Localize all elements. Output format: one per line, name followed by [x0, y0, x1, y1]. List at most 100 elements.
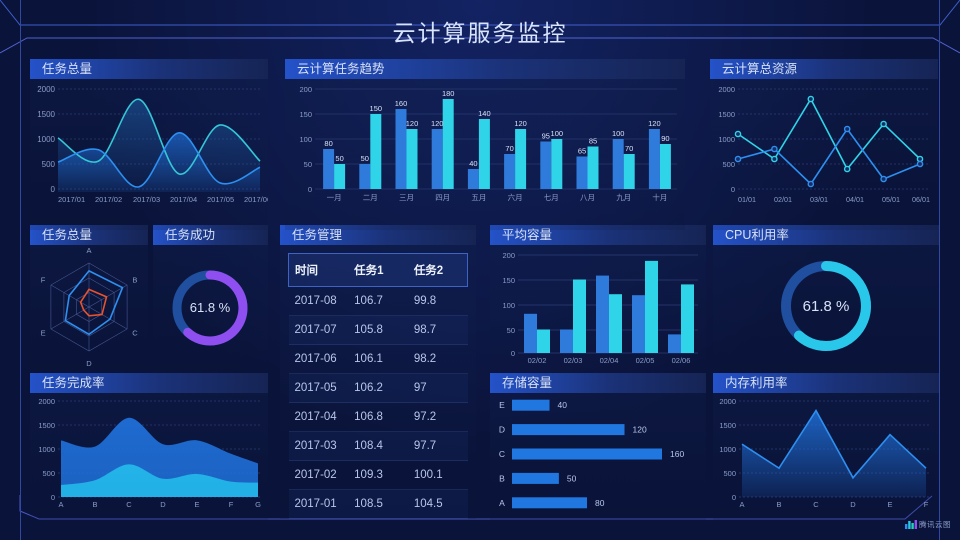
svg-text:A: A	[739, 500, 744, 509]
svg-text:A: A	[86, 246, 91, 255]
svg-text:2017/02: 2017/02	[95, 195, 122, 204]
svg-text:A: A	[58, 500, 63, 509]
svg-text:50: 50	[361, 154, 369, 163]
svg-text:40: 40	[469, 159, 477, 168]
svg-text:02/01: 02/01	[774, 195, 792, 204]
svg-text:2017/01: 2017/01	[58, 195, 85, 204]
svg-text:1000: 1000	[719, 445, 736, 454]
svg-text:E: E	[887, 500, 892, 509]
svg-text:120: 120	[514, 119, 527, 128]
svg-text:150: 150	[502, 276, 515, 285]
svg-text:0: 0	[731, 185, 735, 194]
svg-text:2017/03: 2017/03	[133, 195, 160, 204]
svg-text:100: 100	[502, 301, 515, 310]
svg-text:1500: 1500	[718, 110, 735, 119]
svg-text:A: A	[499, 498, 505, 508]
svg-text:五月: 五月	[471, 193, 486, 202]
svg-text:F: F	[41, 276, 46, 285]
svg-text:六月: 六月	[508, 192, 523, 202]
svg-text:85: 85	[589, 137, 597, 146]
svg-text:1500: 1500	[719, 421, 736, 430]
svg-text:04/01: 04/01	[846, 195, 864, 204]
svg-text:200: 200	[299, 85, 312, 94]
svg-text:三月: 三月	[399, 193, 414, 202]
svg-text:D: D	[850, 500, 856, 509]
svg-text:1000: 1000	[38, 445, 55, 454]
svg-text:2017/06: 2017/06	[244, 195, 268, 204]
svg-text:0: 0	[51, 185, 56, 194]
svg-text:G: G	[255, 500, 261, 509]
svg-text:02/06: 02/06	[672, 356, 691, 365]
svg-text:03/01: 03/01	[810, 195, 828, 204]
svg-text:160: 160	[670, 449, 684, 459]
svg-text:100: 100	[551, 129, 564, 138]
svg-text:十月: 十月	[652, 192, 667, 202]
svg-text:四月: 四月	[435, 193, 450, 202]
svg-text:E: E	[41, 329, 46, 338]
svg-text:95: 95	[542, 132, 550, 141]
svg-text:一月: 一月	[327, 193, 342, 202]
svg-text:C: C	[132, 329, 138, 338]
svg-text:B: B	[499, 473, 505, 483]
svg-text:120: 120	[431, 119, 444, 128]
svg-text:80: 80	[324, 139, 332, 148]
svg-text:160: 160	[395, 99, 408, 108]
svg-text:50: 50	[335, 154, 343, 163]
svg-text:八月: 八月	[580, 193, 595, 202]
svg-text:02/04: 02/04	[600, 356, 619, 365]
svg-text:B: B	[776, 500, 781, 509]
svg-text:70: 70	[505, 144, 513, 153]
svg-text:C: C	[126, 500, 132, 509]
svg-text:B: B	[92, 500, 97, 509]
svg-text:500: 500	[723, 469, 736, 478]
svg-text:80: 80	[595, 498, 605, 508]
svg-text:150: 150	[299, 110, 312, 119]
svg-text:500: 500	[722, 160, 735, 169]
svg-text:65: 65	[578, 147, 586, 156]
svg-text:61.8 %: 61.8 %	[190, 300, 231, 315]
svg-text:120: 120	[406, 119, 419, 128]
svg-text:61.8 %: 61.8 %	[803, 298, 850, 315]
svg-text:二月: 二月	[363, 193, 378, 202]
svg-text:70: 70	[625, 144, 633, 153]
svg-text:01/01: 01/01	[738, 195, 756, 204]
svg-text:C: C	[499, 449, 505, 459]
svg-text:七月: 七月	[544, 193, 559, 202]
svg-text:90: 90	[661, 134, 669, 143]
svg-text:D: D	[160, 500, 166, 509]
svg-text:06/01: 06/01	[912, 195, 930, 204]
svg-text:D: D	[499, 425, 505, 435]
svg-text:100: 100	[612, 129, 625, 138]
svg-text:100: 100	[299, 135, 312, 144]
svg-text:2017/05: 2017/05	[207, 195, 234, 204]
svg-text:02/05: 02/05	[636, 356, 655, 365]
svg-text:B: B	[132, 276, 137, 285]
svg-text:140: 140	[478, 109, 491, 118]
svg-text:150: 150	[370, 104, 383, 113]
svg-text:D: D	[86, 359, 92, 368]
svg-text:120: 120	[648, 119, 661, 128]
svg-text:500: 500	[42, 469, 55, 478]
svg-text:02/03: 02/03	[564, 356, 583, 365]
svg-text:C: C	[813, 500, 819, 509]
svg-text:50: 50	[304, 160, 312, 169]
svg-text:F: F	[229, 500, 234, 509]
svg-text:02/02: 02/02	[528, 356, 547, 365]
svg-text:2000: 2000	[37, 85, 55, 94]
svg-text:1000: 1000	[718, 135, 735, 144]
svg-text:1000: 1000	[37, 135, 55, 144]
svg-text:05/01: 05/01	[882, 195, 900, 204]
svg-text:0: 0	[51, 493, 55, 502]
svg-text:50: 50	[567, 473, 577, 483]
svg-text:40: 40	[558, 400, 568, 410]
svg-text:九月: 九月	[616, 193, 631, 202]
svg-text:2000: 2000	[38, 397, 55, 406]
svg-text:200: 200	[502, 251, 515, 260]
svg-text:180: 180	[442, 89, 455, 98]
svg-text:2000: 2000	[719, 397, 736, 406]
svg-text:0: 0	[732, 493, 736, 502]
svg-text:E: E	[499, 400, 505, 410]
svg-text:F: F	[924, 500, 929, 509]
svg-text:50: 50	[507, 326, 515, 335]
svg-text:1500: 1500	[37, 110, 55, 119]
